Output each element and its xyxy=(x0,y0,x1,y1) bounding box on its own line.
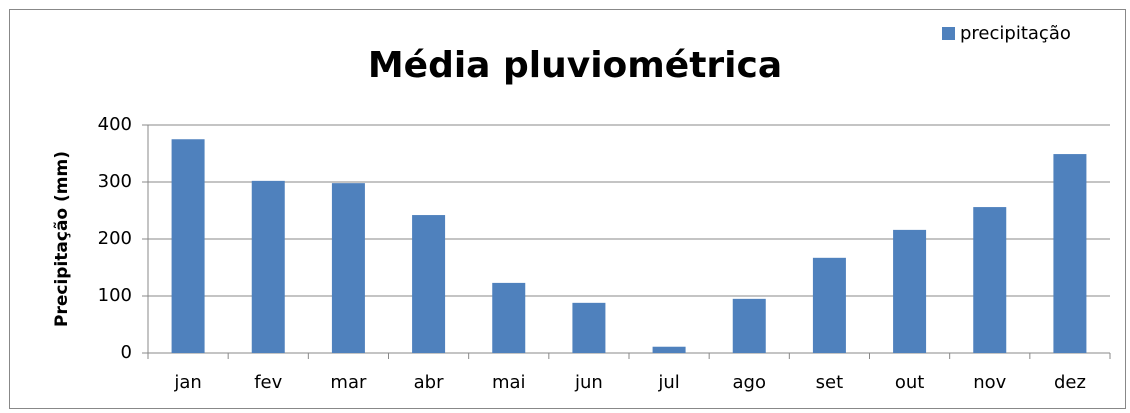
bar xyxy=(652,346,686,353)
x-tick-label: set xyxy=(816,372,844,393)
x-tick-label: abr xyxy=(414,372,444,393)
bar xyxy=(973,207,1007,353)
bar xyxy=(251,180,285,353)
x-tick-label: out xyxy=(895,372,924,393)
bar xyxy=(732,298,766,353)
x-tick-label: nov xyxy=(973,372,1006,393)
bar xyxy=(572,302,606,353)
y-tick-label: 400 xyxy=(98,114,132,135)
x-tick-label: jan xyxy=(173,372,201,393)
x-tick-label: ago xyxy=(733,372,766,393)
legend-swatch xyxy=(942,27,955,40)
bar xyxy=(893,229,927,353)
chart-title: Média pluviométrica xyxy=(368,45,782,86)
y-tick-label: 200 xyxy=(98,228,132,249)
bar xyxy=(171,139,205,353)
bar xyxy=(331,183,365,353)
bar xyxy=(492,282,526,353)
bar xyxy=(412,215,446,353)
y-tick-label: 0 xyxy=(121,342,132,363)
y-tick-label: 300 xyxy=(98,171,132,192)
x-tick-label: jul xyxy=(657,372,679,393)
x-tick-label: jun xyxy=(574,372,603,393)
x-tick-label: mar xyxy=(330,372,367,393)
bar xyxy=(812,257,846,353)
legend-label: precipitação xyxy=(960,23,1071,44)
bar xyxy=(1053,154,1087,353)
x-tick-label: dez xyxy=(1054,372,1086,393)
x-tick-label: fev xyxy=(254,372,282,393)
x-tick-label: mai xyxy=(492,372,526,393)
y-tick-label: 100 xyxy=(98,285,132,306)
y-axis-label: Precipitação (mm) xyxy=(52,151,72,327)
